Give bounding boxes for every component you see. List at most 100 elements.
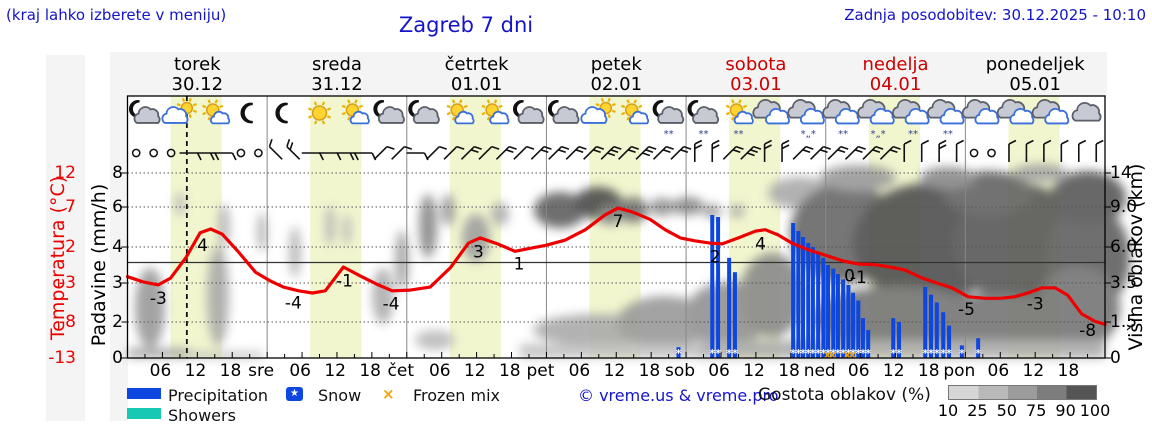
wind-barb <box>955 139 964 162</box>
time-label: 06 <box>708 361 730 381</box>
temp-value-label: 0 <box>844 266 855 286</box>
precip-tick-label: 3 <box>112 273 123 293</box>
time-label: 12 <box>603 361 626 381</box>
precip-bar <box>810 247 815 358</box>
time-label: 12 <box>743 361 765 381</box>
svg-text:*: * <box>928 347 934 360</box>
wind-barb <box>443 145 465 160</box>
sky-icon-clouds <box>892 98 930 125</box>
density-tick-label: 100 <box>1079 401 1111 420</box>
precip-bar <box>710 215 715 358</box>
precip-type-mark: ** <box>943 129 953 140</box>
frozen-legend-label: Frozen mix <box>413 386 501 405</box>
wind-barb <box>214 152 237 161</box>
showers-swatch <box>127 408 161 419</box>
frozen-mix-icon: × <box>382 385 395 403</box>
time-label: 06 <box>149 361 172 381</box>
wind-barb <box>670 145 692 160</box>
time-label: 18 <box>219 361 242 381</box>
precip-type-mark: ** <box>664 129 674 140</box>
precip-bar <box>947 325 952 358</box>
cloud-height-tick-label: 6.0 <box>1110 237 1138 257</box>
temp-value-label: 2 <box>710 247 721 267</box>
temp-value-label: 1 <box>514 255 525 275</box>
wind-barb <box>426 145 447 160</box>
svg-text:*: * <box>940 347 946 360</box>
precip-bar <box>676 347 681 358</box>
precip-bar <box>732 272 737 358</box>
precip-bar <box>860 318 865 358</box>
menu-hint: (kraj lahko izberete v meniju) <box>6 6 227 24</box>
sky-icon-clouds <box>752 98 790 125</box>
time-label: 18 <box>359 361 381 381</box>
time-label: 18 <box>917 361 940 381</box>
precip-tick-label: 6 <box>112 197 123 217</box>
left-gray-strip <box>46 55 85 421</box>
svg-text:*: * <box>835 347 841 360</box>
temp-value-label: 4 <box>197 236 208 256</box>
temp-value-label: -1 <box>850 268 867 288</box>
wind-barb <box>495 145 517 160</box>
time-label: 18 <box>1057 361 1080 381</box>
day-name: petek <box>590 54 642 75</box>
wind-barb <box>792 145 814 160</box>
svg-text:*: * <box>855 347 861 360</box>
day-date: 02.01 <box>590 74 643 95</box>
last-update: Zadnja posodobitev: 30.12.2025 - 10:10 <box>844 6 1146 24</box>
temp-value-label: 7 <box>613 212 624 232</box>
precip-tick-label: 2 <box>112 312 123 332</box>
wind-barb <box>740 145 762 160</box>
cloud-height-tick-label: 9.0 <box>1110 197 1138 217</box>
wind-barb <box>862 145 884 160</box>
wind-barb <box>179 152 202 161</box>
sky-icon-sun-cloud <box>725 99 754 125</box>
sky-icon-clouds <box>996 98 1035 125</box>
precip-bar <box>801 237 806 358</box>
svg-text:*: * <box>890 347 896 360</box>
temp-tick-label: 2 <box>65 237 76 257</box>
wind-barb <box>879 145 901 160</box>
day-date: 04.01 <box>869 74 922 95</box>
precip-bar <box>835 274 840 358</box>
temp-value-label: -3 <box>1027 294 1044 314</box>
precip-bar <box>806 243 811 358</box>
time-label: 12 <box>324 361 346 381</box>
wind-barb <box>722 145 744 160</box>
wind-barb <box>1095 139 1104 162</box>
svg-text:*: * <box>709 347 715 360</box>
precip-bar <box>929 294 934 358</box>
sky-icon-cloud-sun <box>580 97 616 124</box>
svg-text:*: * <box>732 347 738 360</box>
wind-barb <box>1008 139 1017 162</box>
precip-bar <box>959 345 964 358</box>
svg-text:*: * <box>825 347 831 360</box>
sky-icon-clouds <box>1031 98 1070 125</box>
day-date: 05.01 <box>1009 74 1061 95</box>
svg-text:*: * <box>805 347 811 360</box>
wind-barb <box>478 145 500 160</box>
frozen-mix-marker: × <box>847 348 857 362</box>
wind-barb <box>810 145 832 160</box>
wind-barb <box>635 145 657 160</box>
svg-text:*: * <box>934 347 940 360</box>
time-label: 18 <box>498 361 521 381</box>
precip-bar <box>821 257 826 358</box>
sky-icon-moon-cloud <box>512 100 545 124</box>
credit-link[interactable]: © vreme.us & vreme.pro <box>578 386 779 405</box>
precip-bar <box>841 279 846 358</box>
day-abbrev-label: sob <box>665 361 696 381</box>
svg-text:*: * <box>800 347 806 360</box>
precip-bar <box>976 338 981 358</box>
svg-text:*: * <box>896 347 902 360</box>
wind-barb <box>652 145 674 160</box>
sky-icon-moon-cloud <box>373 100 405 124</box>
precip-type-mark: ** <box>699 129 709 140</box>
wind-barb <box>618 145 639 160</box>
wind-barb <box>336 152 359 161</box>
wind-barb <box>903 139 912 162</box>
day-abbrev-label: sre <box>248 361 275 381</box>
wind-calm <box>987 148 996 158</box>
precip-bar <box>816 252 821 358</box>
wind-barb <box>460 145 482 160</box>
